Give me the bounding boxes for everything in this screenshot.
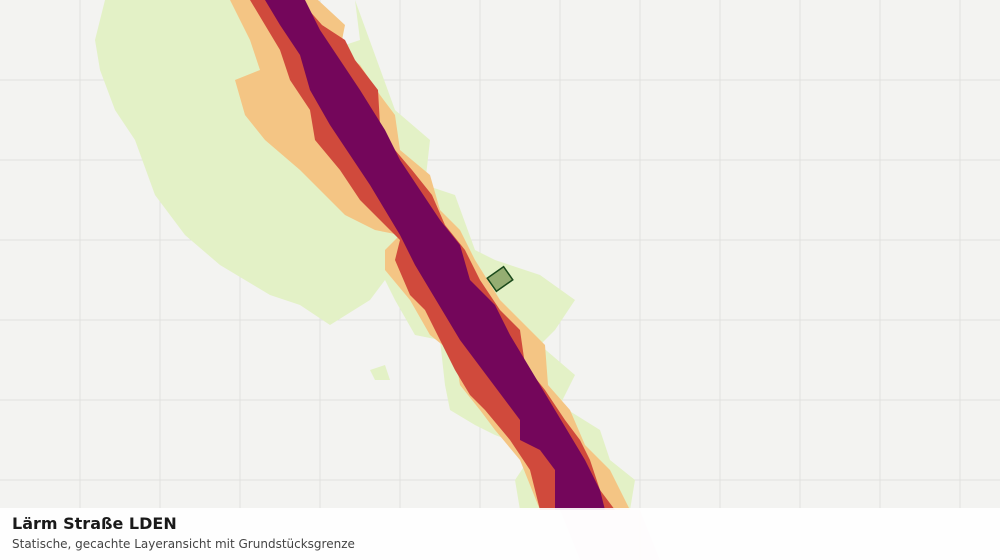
layer-title: Lärm Straße LDEN xyxy=(12,514,177,533)
parcel-boundary xyxy=(486,265,514,293)
layer-subtitle: Statische, gecachte Layeransicht mit Gru… xyxy=(12,537,355,551)
layer-info-panel: Lärm Straße LDEN Statische, gecachte Lay… xyxy=(0,508,1000,560)
noise-zone-very-high xyxy=(265,0,605,510)
